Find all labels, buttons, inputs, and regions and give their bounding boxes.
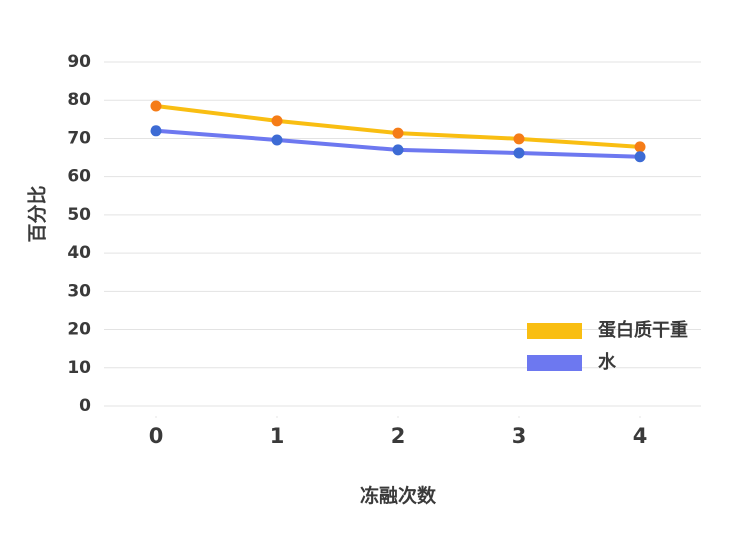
x-tick-label: 1 bbox=[270, 424, 285, 448]
data-point-marker bbox=[392, 127, 404, 139]
x-tick-label: 0 bbox=[149, 424, 164, 448]
y-tick-label: 40 bbox=[67, 243, 91, 263]
data-point-marker bbox=[271, 115, 283, 127]
y-tick-label: 30 bbox=[67, 281, 91, 301]
x-tick-label: 4 bbox=[633, 424, 648, 448]
series-line-0 bbox=[154, 103, 642, 149]
y-axis-ticks: 0 10 20 30 40 50 60 70 80 90 bbox=[67, 52, 91, 416]
x-axis-title: 冻融次数 bbox=[360, 484, 437, 507]
y-tick-label: 10 bbox=[67, 358, 91, 378]
x-axis-ticks: 0 1 2 3 4 bbox=[149, 416, 648, 448]
y-tick-label: 70 bbox=[67, 128, 91, 148]
data-point-marker bbox=[150, 100, 162, 112]
y-tick-label: 90 bbox=[67, 52, 91, 72]
gridlines bbox=[104, 61, 701, 407]
y-tick-label: 50 bbox=[67, 205, 91, 225]
y-tick-label: 60 bbox=[67, 167, 91, 187]
data-point-marker bbox=[634, 151, 646, 163]
x-tick-label: 3 bbox=[512, 424, 527, 448]
x-tick-label: 2 bbox=[391, 424, 406, 448]
y-tick-label: 0 bbox=[79, 396, 91, 416]
legend-swatch bbox=[527, 323, 582, 339]
data-point-marker bbox=[150, 125, 162, 137]
series-lines bbox=[150, 100, 646, 163]
legend-label: 水 bbox=[598, 351, 617, 373]
data-point-marker bbox=[634, 141, 646, 153]
data-point-marker bbox=[271, 134, 283, 146]
data-point-marker bbox=[513, 147, 525, 159]
legend-label: 蛋白质干重 bbox=[598, 319, 688, 341]
data-point-marker bbox=[513, 133, 525, 145]
legend-swatch bbox=[527, 355, 582, 371]
y-tick-label: 20 bbox=[67, 320, 91, 340]
y-axis-title: 百分比 bbox=[27, 185, 49, 242]
data-point-marker bbox=[392, 144, 404, 156]
y-tick-label: 80 bbox=[67, 90, 91, 110]
